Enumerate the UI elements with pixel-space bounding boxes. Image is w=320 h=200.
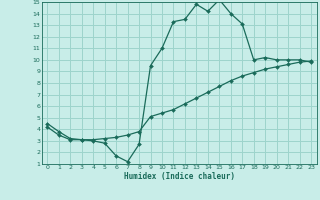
X-axis label: Humidex (Indice chaleur): Humidex (Indice chaleur) <box>124 172 235 181</box>
